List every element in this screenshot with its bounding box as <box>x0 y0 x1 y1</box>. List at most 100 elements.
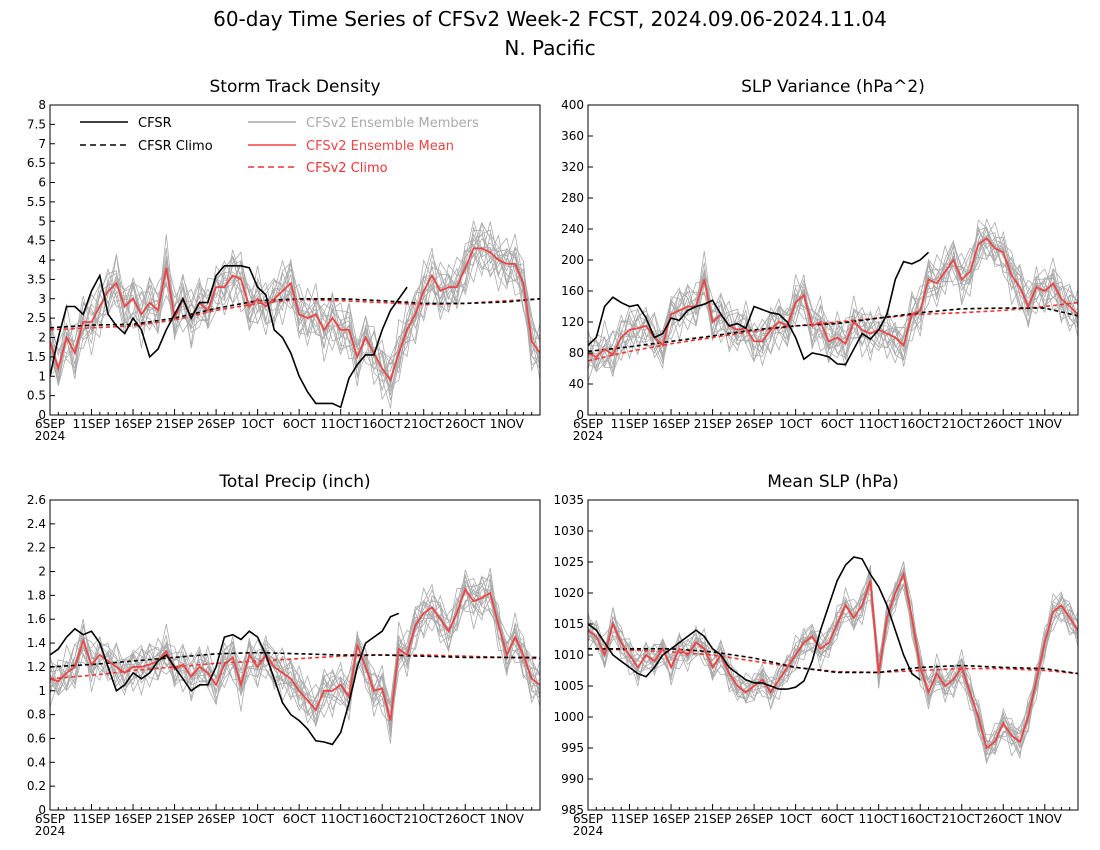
x-tick-label: 21OCT <box>942 812 983 826</box>
ensemble-member-line <box>50 574 540 717</box>
y-tick-label: 0.4 <box>27 755 46 769</box>
y-tick-label: 1.6 <box>27 612 46 626</box>
ensemble-mean-line <box>50 247 540 383</box>
x-tick-label: 16SEP <box>114 417 152 431</box>
x-tick-label: 1OCT <box>779 417 812 431</box>
panel-slp-variance: SLP Variance (hPa^2) 0 40 80 120 160 200 240 280… <box>561 77 1079 443</box>
panel-title: Storm Track Density <box>209 77 380 97</box>
x-tick-label: 21SEP <box>156 812 194 826</box>
x-tick-label: 21OCT <box>404 812 445 826</box>
x-tick-label: 21OCT <box>942 417 983 431</box>
y-tick-label: 3.5 <box>27 272 46 286</box>
y-tick-label: 40 <box>569 377 584 391</box>
x-year-label: 2024 <box>35 429 66 443</box>
x-tick-label: 6SEP <box>573 812 603 826</box>
x-tick-label: 11OCT <box>858 417 899 431</box>
legend-cfsr-label: CFSR <box>138 116 172 131</box>
x-tick-label: 21SEP <box>156 417 194 431</box>
panel-storm-track-density: Storm Track Density 0 0.5 1 1.5 2 2.5 3 3.5 4 4.5 5… <box>27 77 541 443</box>
figure-subtitle: N. Pacific <box>504 36 595 60</box>
y-tick-label: 0 <box>38 803 46 817</box>
cfsr-line <box>50 265 408 409</box>
y-tick-label: 4 <box>38 253 46 267</box>
y-tick-label: 2.2 <box>27 541 46 555</box>
ensemble-member-line <box>50 569 540 720</box>
y-tick-label: 1.4 <box>27 636 46 650</box>
x-tick-label: 11OCT <box>320 417 361 431</box>
y-tick-label: 280 <box>561 191 584 205</box>
y-tick-label: 8 <box>38 98 46 112</box>
y-tick-label: 4.5 <box>27 234 46 248</box>
x-tick-label: 6SEP <box>35 417 65 431</box>
cfsr-line <box>588 251 930 366</box>
x-tick-label: 11OCT <box>858 812 899 826</box>
plot-area <box>50 220 540 409</box>
cfsr-line <box>50 612 400 746</box>
y-tick-label: 1015 <box>553 617 584 631</box>
y-tick-label: 2 <box>38 331 46 345</box>
x-tick-label: 6OCT <box>821 812 854 826</box>
x-tick-label: 1NOV <box>490 417 525 431</box>
ensemble-members <box>50 220 540 409</box>
x-tick-label: 26SEP <box>197 812 235 826</box>
x-tick-label: 26SEP <box>197 417 235 431</box>
ensemble-member-line <box>588 235 1078 362</box>
x-tick-label: 11SEP <box>611 812 649 826</box>
x-tick-label: 16SEP <box>652 812 690 826</box>
x-tick-label: 26SEP <box>735 417 773 431</box>
ensemble-member-line <box>50 573 540 722</box>
x-tick-label: 1OCT <box>241 417 274 431</box>
y-tick-label: 120 <box>561 315 584 329</box>
x-tick-label: 26OCT <box>983 812 1024 826</box>
y-tick-label: 0.2 <box>27 779 46 793</box>
y-tick-label: 2.5 <box>27 311 46 325</box>
y-tick-label: 0 <box>38 408 46 422</box>
y-tick-label: 985 <box>561 803 584 817</box>
y-tick-label: 1 <box>38 369 46 383</box>
legend-members-label: CFSv2 Ensemble Members <box>306 116 479 131</box>
x-tick-label: 26OCT <box>445 417 486 431</box>
y-tick-label: 2.6 <box>27 493 46 507</box>
cfsv2-climo-line <box>588 301 1078 362</box>
y-tick-label: 1030 <box>553 524 584 538</box>
plot-frame <box>49 499 541 811</box>
y-tick-label: 1.2 <box>27 660 46 674</box>
ensemble-mean-line <box>50 587 540 721</box>
ensemble-member-line <box>50 577 540 725</box>
ensemble-member-line <box>50 234 540 380</box>
y-tick-label: 6.5 <box>27 156 46 170</box>
ensemble-member-line <box>588 239 1078 370</box>
x-tick-label: 11SEP <box>611 417 649 431</box>
x-tick-label: 16OCT <box>900 812 941 826</box>
ensemble-member-line <box>50 586 540 726</box>
x-tick-label: 16SEP <box>114 812 152 826</box>
y-tick-label: 0.5 <box>27 389 46 403</box>
y-tick-label: 1025 <box>553 555 584 569</box>
plot-area <box>588 556 1078 765</box>
ensemble-mean-line <box>588 571 1078 750</box>
x-tick-label: 1NOV <box>490 812 525 826</box>
ensemble-members <box>588 217 1078 383</box>
y-tick-label: 1010 <box>553 648 584 662</box>
ensemble-member-line <box>588 242 1078 365</box>
cfsr-line <box>588 556 921 690</box>
cfsr-climo-line <box>50 651 540 668</box>
y-tick-label: 0.8 <box>27 708 46 722</box>
y-tick-label: 7 <box>38 137 46 151</box>
ensemble-mean-line <box>588 237 1078 358</box>
plot-area <box>588 217 1078 383</box>
legend-climo-label: CFSv2 Climo <box>306 161 388 176</box>
y-tick-label: 1000 <box>553 710 584 724</box>
ensemble-member-line <box>588 583 1078 746</box>
cfsv2-climo-line <box>50 654 540 680</box>
panel-total-precip: Total Precip (inch) 0 0.2 0.4 0.6 0.8 1 1.2 1.4 1… <box>27 472 541 838</box>
ensemble-member-line <box>588 228 1078 370</box>
y-tick-label: 400 <box>561 98 584 112</box>
y-tick-label: 320 <box>561 160 584 174</box>
x-tick-label: 16OCT <box>362 417 403 431</box>
x-tick-label: 21SEP <box>694 812 732 826</box>
y-tick-label: 0 <box>576 408 584 422</box>
y-tick-label: 990 <box>561 772 584 786</box>
y-tick-label: 1 <box>38 684 46 698</box>
